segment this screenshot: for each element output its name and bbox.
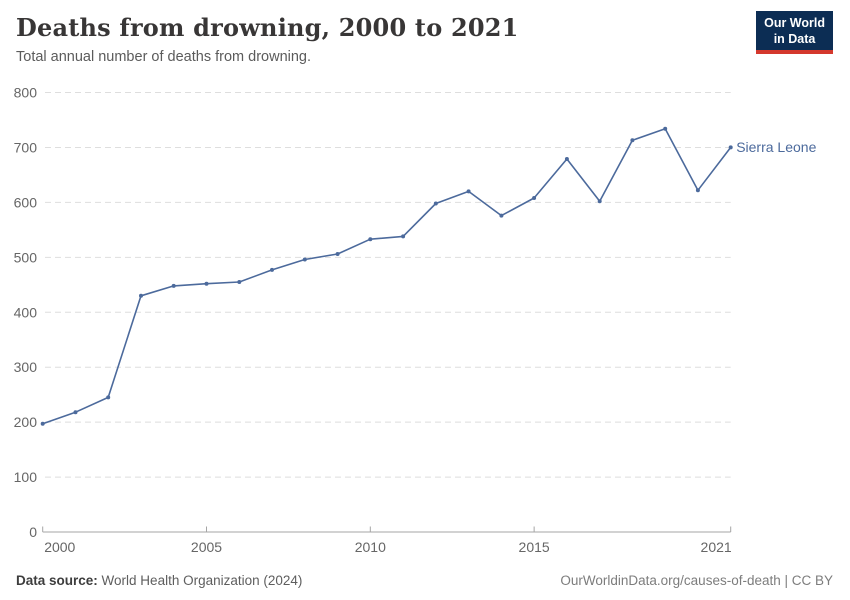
- data-point: [466, 189, 471, 194]
- y-tick-label: 800: [14, 85, 38, 101]
- data-point: [728, 145, 733, 150]
- logo-line1: Our World: [764, 16, 825, 30]
- data-point: [139, 293, 143, 298]
- data-point: [663, 126, 668, 131]
- data-point: [695, 188, 700, 193]
- data-point: [171, 283, 176, 288]
- data-point: [597, 199, 602, 204]
- data-point: [368, 237, 373, 242]
- data-point: [40, 421, 45, 426]
- data-point: [630, 138, 635, 143]
- data-source-label: Data source:: [16, 573, 98, 588]
- data-point: [204, 281, 209, 286]
- data-point: [433, 201, 438, 206]
- y-tick-label: 300: [14, 359, 38, 375]
- y-tick-label: 100: [14, 469, 38, 485]
- x-tick-label: 2015: [519, 539, 550, 555]
- x-tick-label: 2010: [355, 539, 386, 555]
- y-tick-label: 200: [14, 414, 38, 430]
- license-link[interactable]: OurWorldinData.org/causes-of-death | CC …: [560, 573, 833, 588]
- y-tick-label: 700: [14, 139, 38, 155]
- data-point: [564, 157, 569, 161]
- data-point: [401, 234, 406, 239]
- x-tick-label: 2021: [701, 539, 732, 555]
- data-point: [532, 196, 537, 200]
- logo-line2: in Data: [773, 31, 816, 46]
- data-source: Data source: World Health Organization (…: [16, 573, 302, 588]
- y-tick-label: 0: [29, 524, 37, 540]
- data-source-value: World Health Organization (2024): [101, 573, 303, 588]
- chart-subtitle: Total annual number of deaths from drown…: [16, 49, 312, 65]
- data-point: [499, 213, 504, 218]
- y-tick-label: 600: [14, 194, 38, 210]
- data-point: [73, 410, 78, 415]
- data-point: [335, 252, 340, 256]
- x-tick-label: 2005: [191, 539, 222, 555]
- chart-header: Deaths from drowning, 2000 to 2021 Total…: [16, 13, 519, 65]
- data-point: [106, 395, 111, 400]
- x-tick-label: 2000: [44, 539, 75, 555]
- series-end-label: Sierra Leone: [736, 139, 816, 155]
- page-title: Deaths from drowning, 2000 to 2021: [16, 13, 519, 42]
- owid-logo[interactable]: Our World in Data: [756, 11, 833, 55]
- data-point: [270, 267, 274, 272]
- y-tick-label: 500: [14, 249, 38, 265]
- chart-footer: Data source: World Health Organization (…: [16, 573, 833, 588]
- series-line: [41, 128, 732, 425]
- y-tick-label: 400: [14, 304, 38, 320]
- data-point: [302, 257, 307, 262]
- data-point: [237, 280, 242, 284]
